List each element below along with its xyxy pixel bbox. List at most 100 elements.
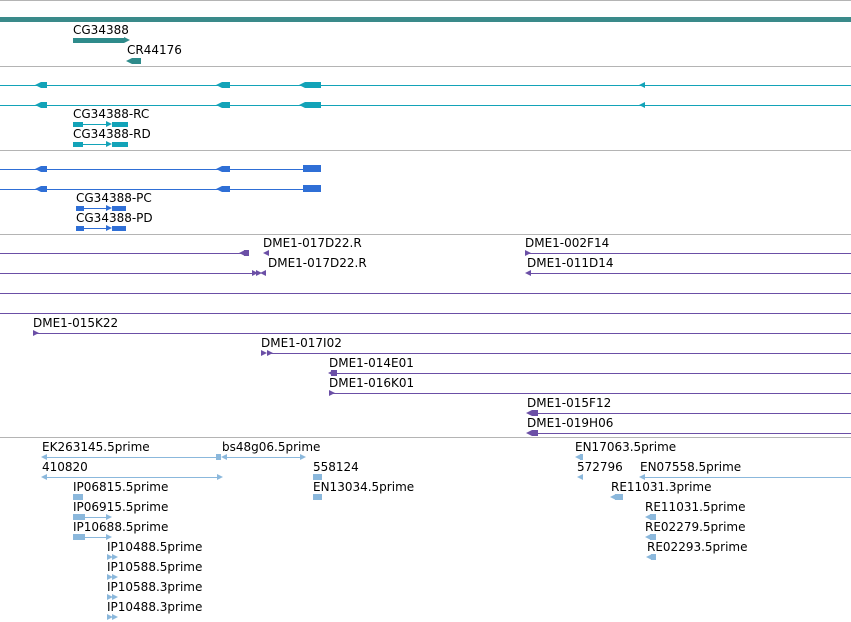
est-label[interactable]: IP10588.3prime [107, 580, 203, 594]
est-block[interactable] [650, 534, 656, 540]
est-arrow [107, 614, 113, 620]
protein-exon[interactable] [222, 166, 230, 172]
clone-label[interactable]: DME1-019H06 [527, 416, 614, 430]
clone-end[interactable] [244, 250, 249, 256]
gene-cg34388-glyph[interactable] [73, 38, 124, 43]
clone-end-arrow [252, 270, 258, 276]
clone-label[interactable]: DME1-017D22.R [263, 236, 362, 250]
clone-line [538, 433, 851, 434]
clone-label[interactable]: DME1-016K01 [329, 376, 415, 390]
est-block[interactable] [313, 494, 322, 500]
transcript-exon[interactable] [112, 122, 128, 127]
protein-exon[interactable] [112, 226, 126, 231]
protein-strand-arrow [106, 205, 112, 211]
est-arrow [106, 514, 112, 520]
est-label[interactable]: IP10588.5prime [107, 560, 203, 574]
est-arrow [646, 554, 652, 560]
clone-line [0, 273, 256, 274]
clone-end-arrow [263, 250, 269, 256]
est-label[interactable]: RE11031.5prime [645, 500, 746, 514]
est-label[interactable]: 558124 [313, 460, 359, 474]
transcript-strand-arrow [106, 121, 112, 127]
est-arrow [645, 514, 651, 520]
transcript-intron-line [0, 85, 851, 86]
clone-end-arrow [526, 410, 532, 416]
clone-label[interactable]: DME1-017D22.R [268, 256, 367, 270]
protein-intron-line [0, 169, 306, 170]
est-block[interactable] [580, 454, 583, 460]
transcript-exon[interactable] [305, 102, 321, 108]
est-block[interactable] [615, 494, 623, 500]
transcript-exon[interactable] [305, 82, 321, 88]
est-block[interactable] [651, 554, 656, 560]
protein-label[interactable]: CG34388-PD [76, 211, 153, 225]
protein-intron-line [84, 208, 106, 209]
protein-exon[interactable] [76, 206, 84, 211]
est-label[interactable]: 572796 [577, 460, 623, 474]
est-arrow [112, 554, 118, 560]
top-border [0, 0, 851, 1]
protein-strand-arrow [35, 186, 41, 192]
scaffold-bar[interactable] [0, 17, 851, 22]
protein-exon[interactable] [41, 166, 47, 172]
est-label[interactable]: EK263145.5prime [42, 440, 150, 454]
protein-label[interactable]: CG34388-PC [76, 191, 152, 205]
protein-exon[interactable] [41, 186, 47, 192]
transcript-exon[interactable] [73, 122, 83, 127]
est-line [643, 477, 851, 478]
transcript-exon[interactable] [41, 102, 47, 108]
est-label[interactable]: 410820 [42, 460, 88, 474]
est-label[interactable]: IP06815.5prime [73, 480, 169, 494]
protein-exon[interactable] [303, 165, 321, 172]
transcript-exon[interactable] [222, 82, 230, 88]
protein-exon[interactable] [112, 206, 126, 211]
clone-label[interactable]: DME1-017I02 [261, 336, 342, 350]
gene-cr44176-glyph[interactable] [132, 58, 141, 64]
est-block[interactable] [650, 514, 656, 520]
transcript-label[interactable]: CG34388-RC [73, 107, 150, 121]
clone-label[interactable]: DME1-015F12 [527, 396, 612, 410]
est-label[interactable]: EN13034.5prime [313, 480, 415, 494]
transcript-exon[interactable] [41, 82, 47, 88]
track-divider [0, 66, 851, 67]
protein-exon[interactable] [222, 186, 230, 192]
clone-end[interactable] [532, 410, 538, 416]
est-label[interactable]: EN17063.5prime [575, 440, 677, 454]
est-label[interactable]: RE02293.5prime [647, 540, 748, 554]
gene-label[interactable]: CG34388 [73, 23, 129, 37]
est-block[interactable] [313, 474, 322, 480]
transcript-strand-arrow [106, 141, 112, 147]
est-block[interactable] [73, 514, 85, 520]
clone-label[interactable]: DME1-002F14 [525, 236, 610, 250]
clone-line [333, 393, 851, 394]
clone-label[interactable]: DME1-011D14 [527, 256, 614, 270]
est-label[interactable]: EN07558.5prime [640, 460, 742, 474]
clone-line [36, 333, 851, 334]
est-label[interactable]: RE02279.5prime [645, 520, 746, 534]
est-label[interactable]: IP10488.5prime [107, 540, 203, 554]
est-label[interactable]: RE11031.3prime [611, 480, 712, 494]
gene-strand-arrow [124, 37, 130, 43]
transcript-exon[interactable] [112, 142, 128, 147]
clone-end-arrow [261, 350, 267, 356]
est-block[interactable] [73, 494, 83, 500]
est-arrow [107, 594, 113, 600]
est-label[interactable]: IP06915.5prime [73, 500, 169, 514]
transcript-strand-arrow [216, 102, 222, 108]
clone-label[interactable]: DME1-015K22 [33, 316, 119, 330]
protein-exon[interactable] [76, 226, 84, 231]
transcript-exon[interactable] [222, 102, 230, 108]
est-label[interactable]: IP10488.3prime [107, 600, 203, 614]
clone-end[interactable] [532, 430, 538, 436]
est-block[interactable] [216, 454, 221, 460]
transcript-label[interactable]: CG34388-RD [73, 127, 151, 141]
transcript-exon[interactable] [73, 142, 83, 147]
est-label[interactable]: IP10688.5prime [73, 520, 169, 534]
protein-exon[interactable] [303, 185, 321, 192]
gene-label[interactable]: CR44176 [127, 43, 182, 57]
clone-label[interactable]: DME1-014E01 [329, 356, 414, 370]
est-label[interactable]: bs48g06.5prime [222, 440, 321, 454]
est-block[interactable] [73, 534, 85, 540]
clone-line [0, 313, 851, 314]
transcript-intron-line [83, 124, 106, 125]
